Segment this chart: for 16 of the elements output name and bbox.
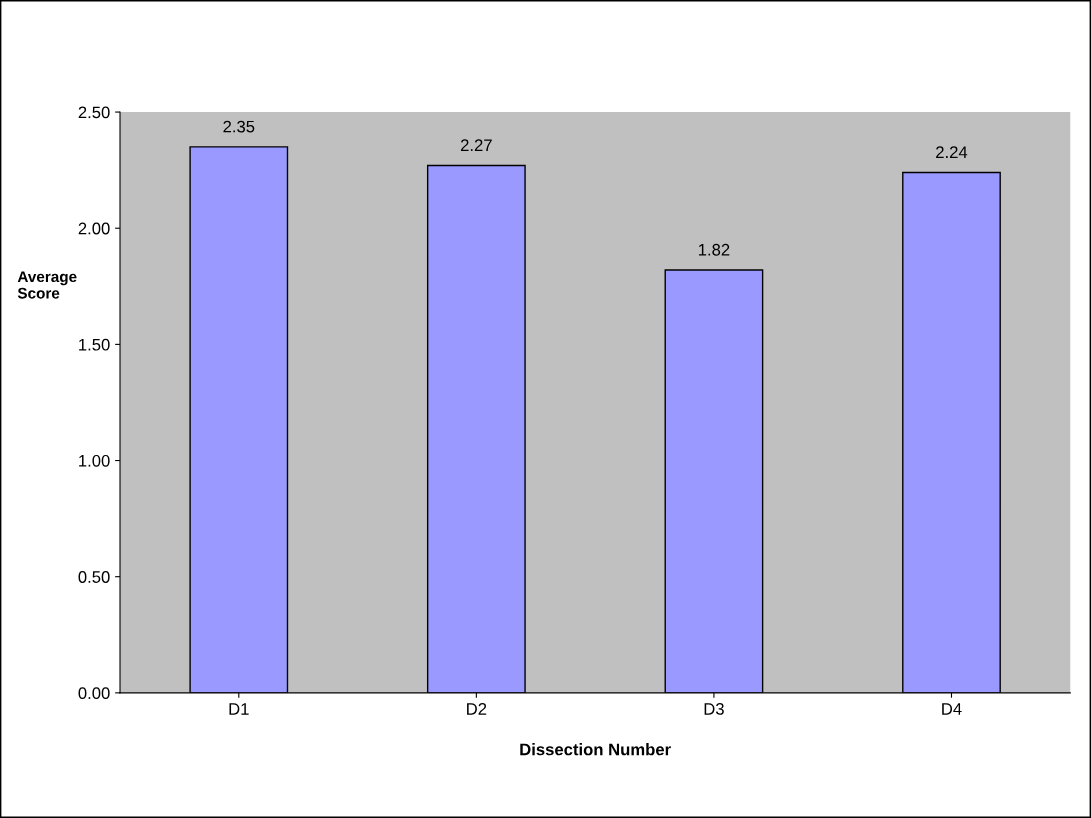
x-tick-label: D4 <box>942 703 962 715</box>
x-tick-label: D2 <box>467 703 487 715</box>
y-axis-title: Average Score <box>17 271 77 299</box>
data-label: 2.24 <box>936 146 968 158</box>
data-label: 2.27 <box>460 139 492 151</box>
y-tick-label: 1.00 <box>79 454 110 467</box>
x-axis-title: Dissection Number <box>520 743 671 756</box>
y-tick-label: 0.00 <box>78 687 110 700</box>
y-tick-label: 2.00 <box>78 222 110 235</box>
data-label: 2.35 <box>223 120 255 133</box>
y-tick-label: 1.50 <box>79 338 110 351</box>
y-tick-label: 2.50 <box>78 106 110 119</box>
y-tick-label: 0.50 <box>78 571 110 583</box>
data-label: 1.82 <box>698 243 730 256</box>
x-tick-label: D3 <box>704 703 724 715</box>
x-tick-label: D1 <box>229 703 249 715</box>
